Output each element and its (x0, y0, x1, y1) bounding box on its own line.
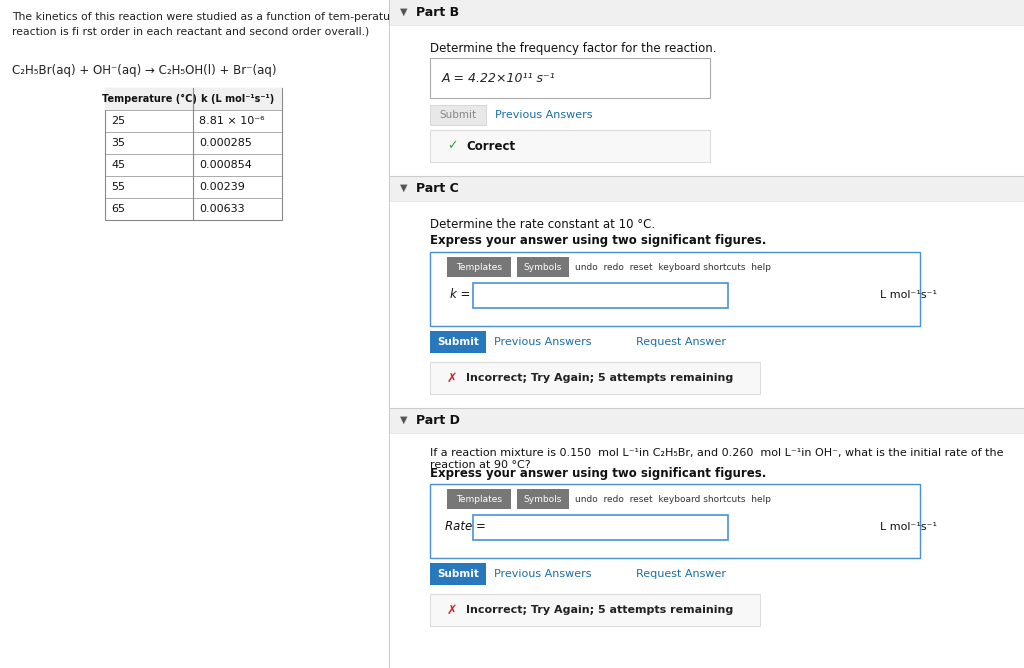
Text: A = 4.22×10¹¹ s⁻¹: A = 4.22×10¹¹ s⁻¹ (442, 71, 556, 84)
Bar (430, 130, 710, 162)
Bar (430, 594, 760, 626)
Text: The kinetics of this reaction were studied as a function of tem-perature. (The: The kinetics of this reaction were studi… (12, 12, 432, 22)
Text: Part B: Part B (416, 5, 459, 19)
Bar (473, 283, 728, 308)
Text: 65: 65 (111, 204, 125, 214)
Bar (105, 88, 282, 220)
Bar (430, 331, 486, 353)
Bar (447, 257, 511, 277)
Text: ✓: ✓ (447, 140, 458, 152)
Text: Incorrect; Try Again; 5 attempts remaining: Incorrect; Try Again; 5 attempts remaini… (466, 605, 733, 615)
Text: undo  redo  reset  keyboard shortcuts  help: undo redo reset keyboard shortcuts help (575, 263, 771, 271)
Bar (430, 563, 486, 585)
Text: Part C: Part C (416, 182, 459, 194)
Bar (473, 515, 728, 540)
Text: 8.81 × 10⁻⁶: 8.81 × 10⁻⁶ (199, 116, 264, 126)
Bar (105, 88, 282, 110)
Bar (390, 408, 1024, 433)
Bar (390, 176, 1024, 201)
Text: ▼: ▼ (400, 7, 408, 17)
Text: k =: k = (450, 289, 470, 301)
Text: 35: 35 (111, 138, 125, 148)
Bar (517, 257, 569, 277)
Text: Submit: Submit (439, 110, 476, 120)
Bar (430, 362, 760, 394)
Text: Request Answer: Request Answer (636, 337, 726, 347)
Text: 25: 25 (111, 116, 125, 126)
Bar (430, 58, 710, 98)
Bar (430, 252, 920, 326)
Text: 0.000285: 0.000285 (199, 138, 252, 148)
Text: Request Answer: Request Answer (636, 569, 726, 579)
Text: 55: 55 (111, 182, 125, 192)
Text: Express your answer using two significant figures.: Express your answer using two significan… (430, 234, 766, 247)
Text: Incorrect; Try Again; 5 attempts remaining: Incorrect; Try Again; 5 attempts remaini… (466, 373, 733, 383)
Text: ▼: ▼ (400, 415, 408, 425)
Text: Correct: Correct (466, 140, 515, 152)
Text: 0.00633: 0.00633 (199, 204, 245, 214)
Text: ✗: ✗ (447, 371, 458, 385)
Text: Determine the frequency factor for the reaction.: Determine the frequency factor for the r… (430, 42, 717, 55)
Text: If a reaction mixture is 0.150  mol L⁻¹in C₂H₅Br, and 0.260  mol L⁻¹in OH⁻, what: If a reaction mixture is 0.150 mol L⁻¹in… (430, 448, 1004, 470)
Text: Previous Answers: Previous Answers (494, 569, 592, 579)
Text: undo  redo  reset  keyboard shortcuts  help: undo redo reset keyboard shortcuts help (575, 494, 771, 504)
Text: Previous Answers: Previous Answers (495, 110, 593, 120)
Text: Templates: Templates (456, 494, 502, 504)
Bar (430, 484, 920, 558)
Bar (390, 0, 1024, 25)
Text: reaction is fi rst order in each reactant and second order overall.): reaction is fi rst order in each reactan… (12, 26, 370, 36)
Text: Templates: Templates (456, 263, 502, 271)
Text: Determine the rate constant at 10 °C.: Determine the rate constant at 10 °C. (430, 218, 655, 231)
Text: Express your answer using two significant figures.: Express your answer using two significan… (430, 467, 766, 480)
Text: Rate =: Rate = (445, 520, 485, 534)
Text: Submit: Submit (437, 569, 479, 579)
Text: Previous Answers: Previous Answers (494, 337, 592, 347)
Text: Submit: Submit (437, 337, 479, 347)
Text: L mol⁻¹s⁻¹: L mol⁻¹s⁻¹ (880, 522, 937, 532)
Text: L mol⁻¹s⁻¹: L mol⁻¹s⁻¹ (880, 290, 937, 300)
Bar (517, 489, 569, 509)
Text: Temperature (°C): Temperature (°C) (101, 94, 197, 104)
Text: 0.00239: 0.00239 (199, 182, 245, 192)
Text: Part D: Part D (416, 413, 460, 426)
Text: C₂H₅Br(aq) + OH⁻(aq) → C₂H₅OH(l) + Br⁻(aq): C₂H₅Br(aq) + OH⁻(aq) → C₂H₅OH(l) + Br⁻(a… (12, 64, 276, 77)
Text: k (L mol⁻¹s⁻¹): k (L mol⁻¹s⁻¹) (201, 94, 274, 104)
Text: 45: 45 (111, 160, 125, 170)
Text: Symbols: Symbols (524, 263, 562, 271)
Bar (430, 105, 486, 125)
Text: Symbols: Symbols (524, 494, 562, 504)
Text: ▼: ▼ (400, 183, 408, 193)
Text: ✗: ✗ (447, 603, 458, 617)
Text: 0.000854: 0.000854 (199, 160, 252, 170)
Bar (447, 489, 511, 509)
